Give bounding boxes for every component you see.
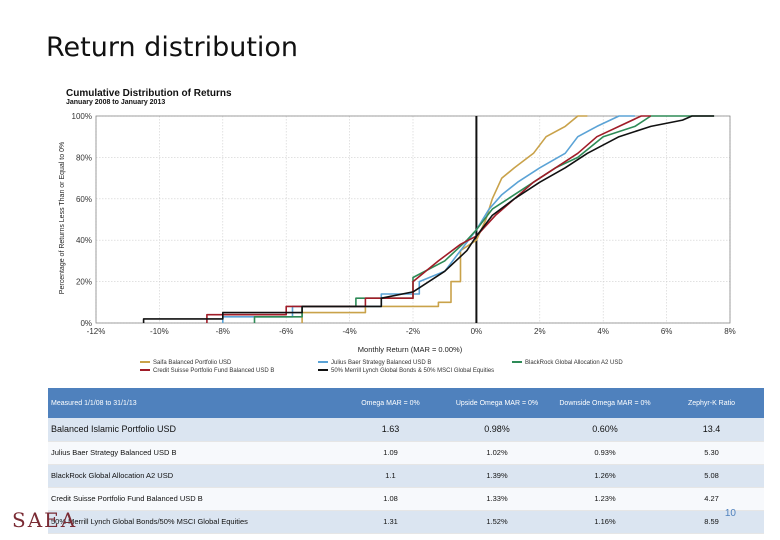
cell-upside: 1.02% [443,441,551,465]
cell-omega: 1.31 [338,510,443,534]
x-tick-label: 2% [534,327,546,336]
chart-legend: Saifa Balanced Portfolio USD Julius Baer … [140,360,623,374]
table-row: Credit Suisse Portfolio Fund Balanced US… [48,487,764,511]
x-tick-label: 8% [724,327,736,336]
slide-title: Return distribution [46,32,299,63]
y-tick-label: 0% [80,319,92,328]
cell-upside: 1.52% [443,510,551,534]
cell-downside: 1.16% [551,510,659,534]
cell-omega: 1.09 [338,441,443,465]
table-row: 50% Merrill Lynch Global Bonds/50% MSCI … [48,510,764,534]
series-line-1 [301,115,588,323]
x-tick-label: -10% [150,327,169,336]
header-measured: Measured 1/1/08 to 31/1/13 [48,388,338,418]
header-upside-omega: Upside Omega MAR = 0% [443,388,551,418]
table-row: BlackRock Global Allocation A2 USD 1.1 1… [48,464,764,488]
cell-upside: 1.33% [443,487,551,511]
y-tick-label: 40% [76,236,92,245]
page-number: 10 [724,508,736,519]
table-row: Julius Baer Strategy Balanced USD B 1.09… [48,441,764,465]
cumulative-distribution-chart: Cumulative Distribution of Returns Janua… [59,88,736,374]
cell-zephyr: 8.59 [659,510,764,534]
x-tick-label: -8% [216,327,230,336]
cell-downside: 0.60% [551,418,659,442]
plot-frame [95,115,731,324]
legend-entry: Credit Suisse Portfolio Fund Balanced US… [153,368,274,374]
cell-downside: 0.93% [551,441,659,465]
series-line-2 [222,115,635,323]
saea-logo: SAEA [12,508,78,532]
row-name: Julius Baer Strategy Balanced USD B [48,441,338,465]
cell-upside: 0.98% [443,418,551,442]
legend-entry: Saifa Balanced Portfolio USD [153,360,232,366]
series-line-5 [142,115,715,323]
cell-omega: 1.08 [338,487,443,511]
row-name: Credit Suisse Portfolio Fund Balanced US… [48,487,338,511]
header-omega: Omega MAR = 0% [338,388,443,418]
chart-subtitle: January 2008 to January 2013 [66,99,165,106]
cell-zephyr: 13.4 [659,418,764,442]
x-tick-label: -4% [342,327,356,336]
header-downside-omega: Downside Omega MAR = 0% [551,388,659,418]
legend-entry: BlackRock Global Allocation A2 USD [525,360,623,366]
x-tick-label: -12% [87,327,106,336]
y-axis-label: Percentage of Returns Less Than or Equal… [59,142,66,294]
risk-metrics-table: Measured 1/1/08 to 31/1/13 Omega MAR = 0… [48,388,764,534]
y-tick-label: 20% [76,278,92,287]
y-tick-label: 80% [76,153,92,162]
row-name: BlackRock Global Allocation A2 USD [48,464,338,488]
legend-entry: 50% Merrill Lynch Global Bonds & 50% MSC… [331,368,494,374]
cell-omega: 1.63 [338,418,443,442]
x-tick-label: -6% [279,327,293,336]
legend-entry: Julius Baer Strategy Balanced USD B [331,360,431,366]
cell-zephyr: 5.30 [659,441,764,465]
chart-title: Cumulative Distribution of Returns [66,88,232,99]
y-tick-label: 100% [72,112,92,121]
x-axis-label: Monthly Return (MAR = 0.00%) [358,345,463,354]
series-layer [142,115,715,323]
series-line-3 [253,115,715,323]
axis-layer: 0% 20% 40% 60% 80% 100% -12% -10% -8% -6% -4% -2% 0%… [72,112,736,336]
cell-downside: 1.26% [551,464,659,488]
series-line-4 [206,115,651,323]
header-zephyr-k: Zephyr-K Ratio [659,388,764,418]
row-name: 50% Merrill Lynch Global Bonds/50% MSCI … [48,510,338,534]
table-header-row: Measured 1/1/08 to 31/1/13 Omega MAR = 0… [48,388,764,418]
x-tick-label: 6% [661,327,673,336]
x-tick-label: -2% [406,327,420,336]
y-tick-label: 60% [76,195,92,204]
x-tick-label: 0% [471,327,483,336]
row-name: Balanced Islamic Portfolio USD [48,418,338,442]
cell-zephyr: 5.08 [659,464,764,488]
cell-upside: 1.39% [443,464,551,488]
cell-zephyr: 4.27 [659,487,764,511]
table-row: Balanced Islamic Portfolio USD 1.63 0.98… [48,418,764,442]
cell-downside: 1.23% [551,487,659,511]
cell-omega: 1.1 [338,464,443,488]
x-tick-label: 4% [597,327,609,336]
